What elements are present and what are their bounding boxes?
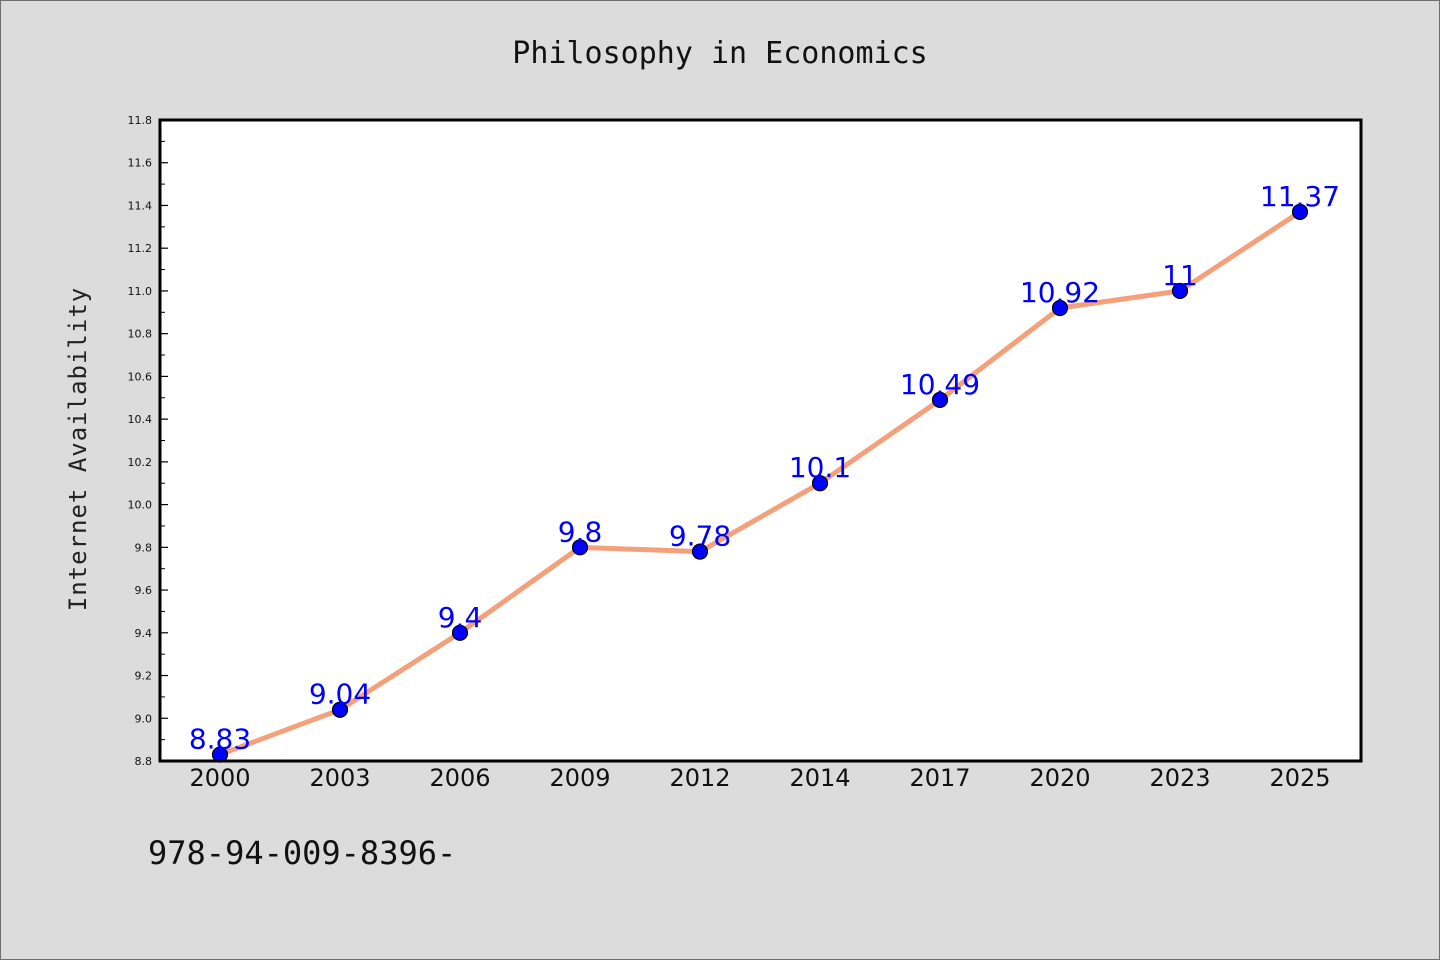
data-point: [1051, 299, 1069, 317]
series-line: [217, 209, 1303, 758]
data-point: [691, 543, 709, 560]
y-tick-label: 11.6: [128, 157, 153, 170]
x-tick-label: 2017: [909, 764, 970, 792]
data-point: [931, 391, 949, 409]
y-tick-label: 11.0: [128, 285, 153, 298]
x-tick-label: 2003: [309, 764, 370, 792]
data-label: 10.92: [1020, 276, 1100, 309]
data-point: [1291, 203, 1309, 220]
y-axis-label: Internet Availability: [64, 287, 92, 611]
x-tick-label: 2025: [1269, 764, 1330, 792]
data-label: 11.37: [1260, 180, 1340, 213]
data-label: 10.49: [900, 368, 980, 401]
chart-title: Philosophy in Economics: [512, 36, 927, 71]
plot-area: [160, 120, 1361, 761]
y-tick-label: 10.6: [128, 370, 153, 383]
data-point: [451, 624, 469, 641]
plot-border: [158, 118, 1363, 763]
y-tick-label: 11.2: [128, 242, 153, 255]
data-label: 11: [1162, 259, 1198, 292]
y-tick-label: 10.2: [128, 456, 153, 469]
data-label: 9.4: [438, 601, 483, 634]
x-tick-label: 2000: [189, 764, 250, 792]
series-line-group: 8.83 9.04 9.4 9.8 9.78 10.1 10.49 10.92 11 11.37: [189, 180, 1340, 763]
y-tick-label: 11.4: [128, 199, 153, 212]
x-tick-label: 2006: [429, 764, 490, 792]
y-tick-label: 11.8: [128, 114, 153, 127]
data-label: 9.04: [309, 678, 371, 711]
data-point: [811, 475, 829, 492]
y-tick-label: 9.4: [135, 627, 153, 640]
x-tick-label: 2014: [789, 764, 850, 792]
data-label: 9.8: [558, 515, 603, 548]
data-point: [571, 539, 589, 556]
data-point: [1171, 282, 1189, 300]
x-tick-label: 2009: [549, 764, 610, 792]
x-axis-ticks: 2000 2003 2006 2009 2012 2014 2017 2020 2023 2025: [189, 764, 1330, 792]
y-tick-label: 10.8: [128, 328, 153, 341]
y-tick-label: 9.8: [135, 541, 153, 554]
y-tick-label: 9.0: [135, 712, 153, 725]
y-tick-label: 8.8: [135, 755, 153, 768]
x-tick-label: 2020: [1029, 764, 1090, 792]
y-tick-label: 10.4: [128, 413, 153, 426]
y-tick-label: 9.6: [135, 584, 153, 597]
data-label: 8.83: [189, 723, 251, 756]
y-tick-label: 10.0: [128, 499, 153, 512]
x-tick-label: 2012: [669, 764, 730, 792]
data-point: [331, 701, 349, 718]
data-label: 9.78: [669, 520, 731, 553]
data-label: 10.1: [789, 451, 851, 484]
footer-text: 978-94-009-8396-: [148, 834, 456, 872]
x-tick-label: 2023: [1149, 764, 1210, 792]
y-tick-label: 9.2: [135, 670, 153, 683]
